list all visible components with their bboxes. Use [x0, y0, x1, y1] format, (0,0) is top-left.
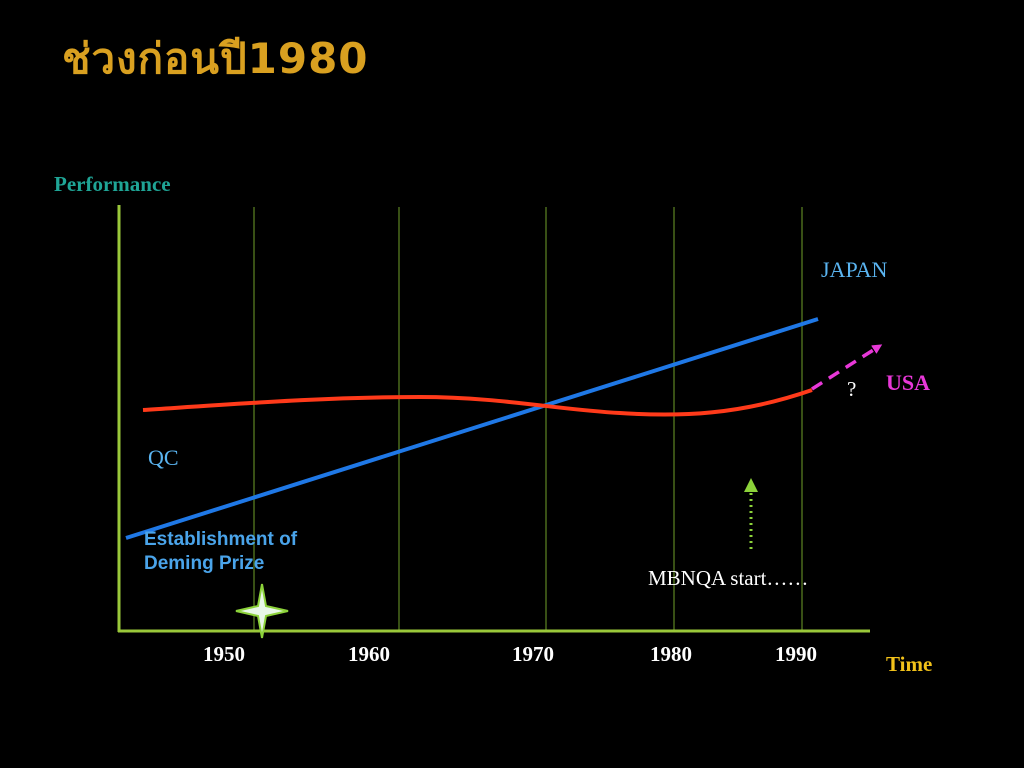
y-axis-label: Performance: [54, 172, 171, 196]
x-tick-1970: 1970: [512, 642, 554, 666]
x-tick-1960: 1960: [348, 642, 390, 666]
annotation-deming-line1: Establishment of: [144, 529, 298, 550]
x-tick-1990: 1990: [775, 642, 817, 666]
usa-projection-question: ?: [847, 377, 857, 401]
slide-title: ช่วงก่อนปี1980: [62, 34, 369, 83]
annotation-deming-prize: Establishment of Deming Prize: [144, 528, 297, 576]
series-usa-line: [142, 388, 813, 417]
deming-star-icon: [235, 583, 289, 639]
legend-usa: USA: [886, 370, 931, 395]
x-tick-1950: 1950: [203, 642, 245, 666]
x-axis-label: Time: [886, 652, 933, 676]
annotation-deming-line2: Deming Prize: [144, 553, 265, 574]
mbnqa-arrow-head: [744, 478, 758, 492]
annotation-qc: QC: [148, 445, 179, 470]
annotation-mbnqa: MBNQA start……: [648, 566, 809, 590]
series-usa-projection-arrow: [811, 344, 883, 391]
x-tick-1980: 1980: [650, 642, 692, 666]
series-japan-line: [125, 317, 819, 540]
legend-japan: JAPAN: [821, 257, 888, 282]
